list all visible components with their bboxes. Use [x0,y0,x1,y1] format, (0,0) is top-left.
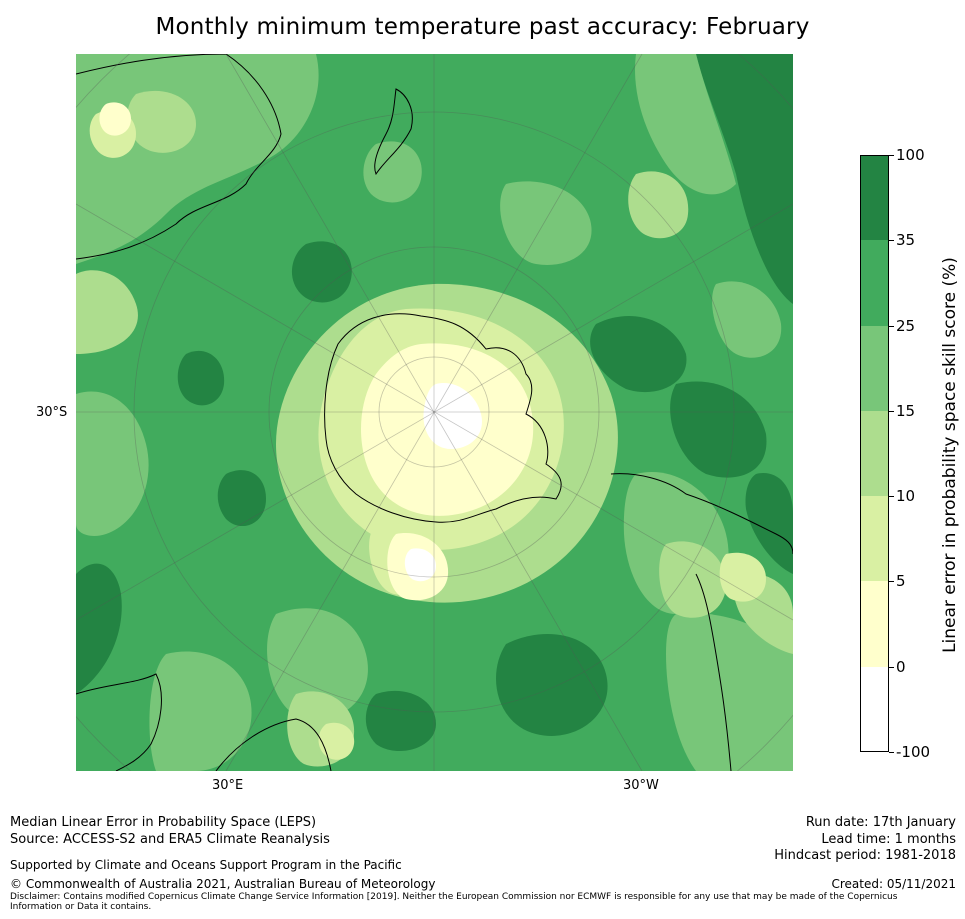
footer-copyright: © Commonwealth of Australia 2021, Austra… [10,877,436,891]
new-zealand-coastline [374,88,413,176]
colorbar-tick [889,325,894,327]
map-title: Monthly minimum temperature past accurac… [155,14,810,40]
skill-score-map [76,54,793,771]
colorbar-tick-label: 15 [896,401,916,420]
colorbar-tick-label: 100 [896,146,925,164]
colorbar-tick-label: 35 [896,231,916,250]
footer-run-date: Run date: 17th January [805,815,956,830]
colorbar-tick-label: 0 [896,657,906,676]
colorbar-tick [889,496,894,498]
longitude-label-30w: 30°W [623,778,659,793]
colorbar-tick [889,240,894,242]
footer-description: Median Linear Error in Probability Space… [10,815,317,830]
graticule [76,54,793,771]
longitude-label-30e: 30°E [212,778,244,793]
footer-created: Created: 05/11/2021 [831,877,956,891]
colorbar-title: Linear error in probability space skill … [940,257,960,653]
colorbar-tick [889,155,894,156]
colorbar-tick [889,752,894,753]
south-america-coastline [610,473,793,771]
footer-hindcast: Hindcast period: 1981-2018 [774,848,956,863]
footer-supported: Supported by Climate and Oceans Support … [10,858,402,872]
antarctica-coastline [324,313,562,523]
colorbar-border [860,155,889,752]
footer-disclaimer: Disclaimer: Contains modified Copernicus… [10,892,898,912]
africa-coastline [76,673,332,771]
footer-lead-time: Lead time: 1 months [821,832,956,847]
colorbar-tick-label: -100 [896,743,931,761]
colorbar-tick [889,581,894,583]
colorbar-tick [889,666,894,668]
latitude-label-30s: 30°S [36,405,68,420]
no-skill-regions [404,383,482,582]
footer-source: Source: ACCESS-S2 and ERA5 Climate Reana… [10,832,330,847]
high-skill-regions [76,54,793,752]
colorbar [860,155,889,752]
colorbar-tick-label: 10 [896,487,916,506]
colorbar-tick-label: 25 [896,316,916,335]
colorbar-tick [889,410,894,412]
australia-coastline [76,54,282,260]
colorbar-tick-label: 5 [896,572,906,591]
